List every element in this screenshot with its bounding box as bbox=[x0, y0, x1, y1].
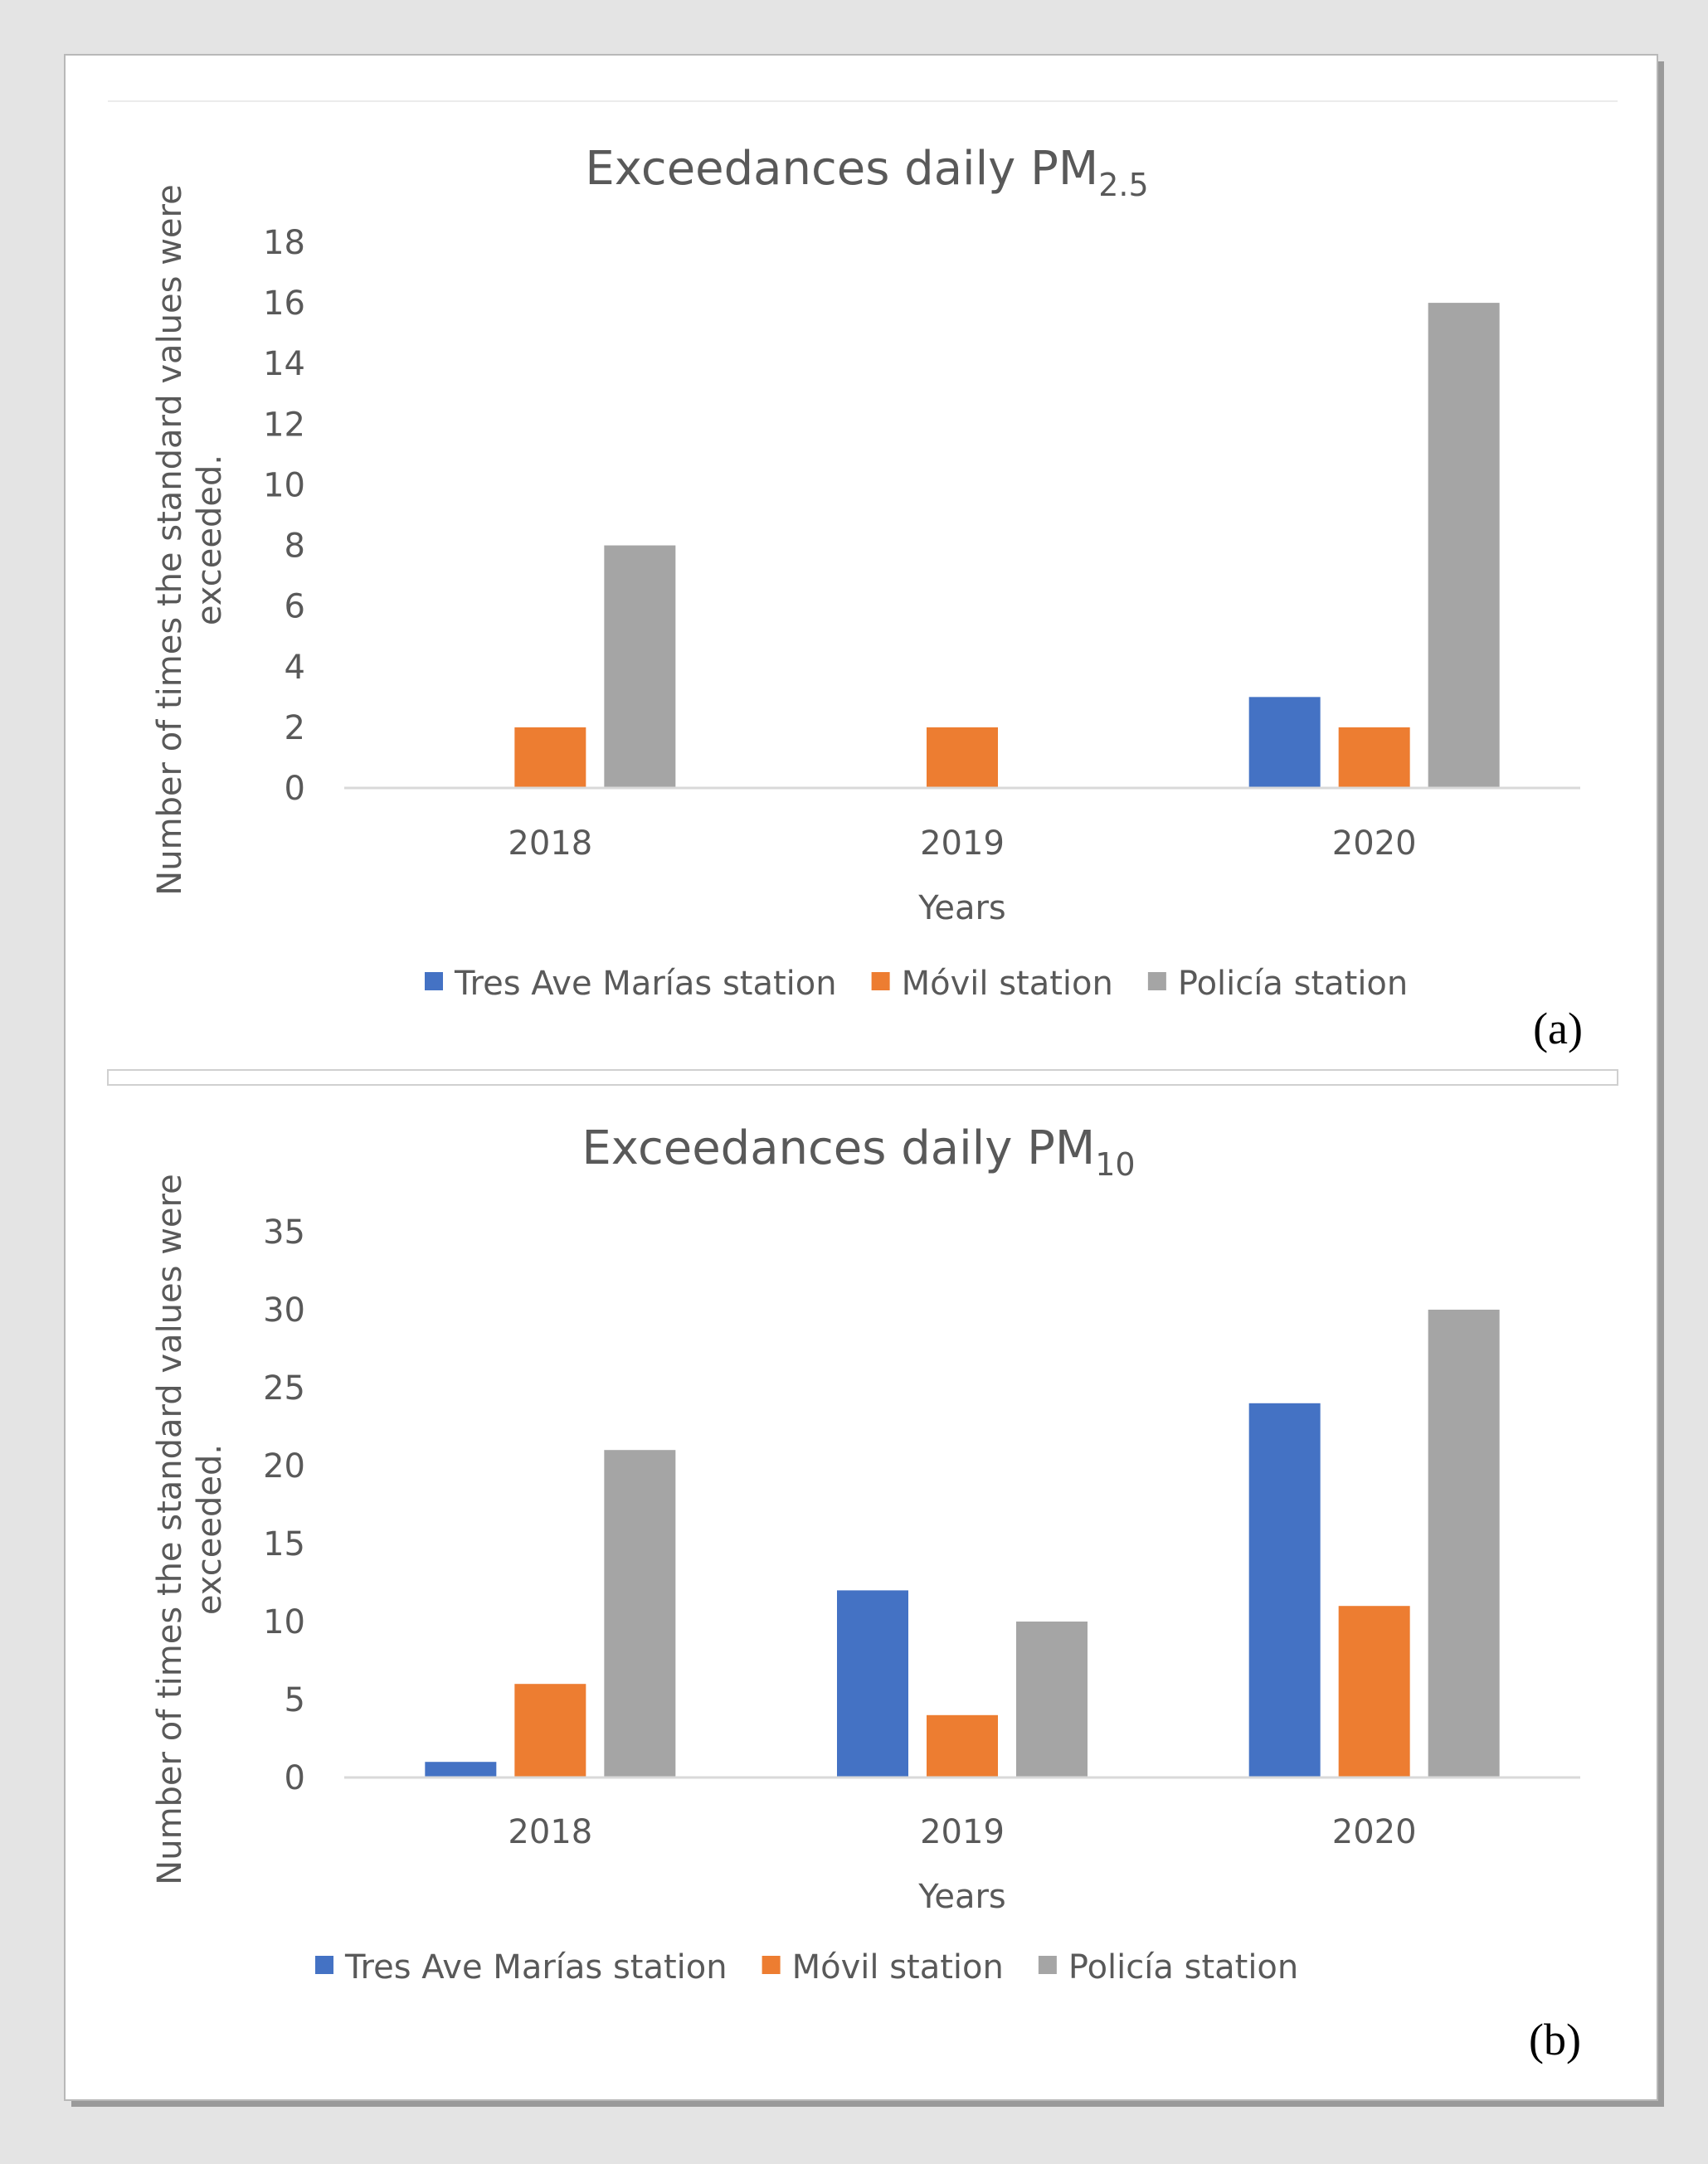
legend-label: Móvil station bbox=[902, 965, 1113, 1003]
y-axis-label-line: exceeded. bbox=[191, 455, 229, 625]
legend: Tres Ave Marías station Móvil station Poli… bbox=[425, 965, 1408, 1003]
panel-separator bbox=[107, 1069, 1618, 1086]
x-tick-label: 2018 bbox=[508, 1813, 592, 1851]
panel-label: (b) bbox=[1529, 2015, 1581, 2064]
chart-title-subscript: 10 bbox=[1095, 1146, 1135, 1183]
chart-pm10: Exceedances daily PM1005101520253035Numb… bbox=[151, 1121, 1581, 2064]
legend-label: Policía station bbox=[1068, 1948, 1298, 1987]
y-tick-label: 0 bbox=[285, 1759, 305, 1797]
bar-2020-series-2 bbox=[1338, 1606, 1410, 1777]
y-tick-label: 15 bbox=[263, 1525, 305, 1563]
y-axis-label-line: Number of times the standard values were bbox=[151, 1174, 189, 1884]
chart-title: Exceedances daily PM2.5 bbox=[585, 142, 1148, 203]
y-tick-label: 5 bbox=[285, 1681, 305, 1719]
bar-2018-series-3 bbox=[604, 545, 676, 788]
legend-label: Policía station bbox=[1178, 965, 1408, 1003]
bar-2019-series-2 bbox=[927, 727, 998, 788]
chart-title-subscript: 2.5 bbox=[1098, 167, 1148, 203]
bar-2020-series-1 bbox=[1248, 1403, 1321, 1777]
y-tick-label: 16 bbox=[263, 284, 305, 323]
bar-2020-series-2 bbox=[1338, 727, 1410, 788]
legend-swatch bbox=[425, 972, 443, 990]
legend-swatch bbox=[1038, 1956, 1057, 1974]
x-axis-label: Years bbox=[917, 1878, 1006, 1916]
legend: Tres Ave Marías station Móvil station Poli… bbox=[315, 1948, 1298, 1987]
y-tick-label: 14 bbox=[263, 345, 305, 383]
y-tick-label: 6 bbox=[285, 588, 305, 626]
y-tick-label: 0 bbox=[285, 770, 305, 808]
legend-label: Tres Ave Marías station bbox=[344, 1948, 727, 1987]
y-tick-label: 35 bbox=[263, 1213, 305, 1252]
chart-title-main: Exceedances daily PM bbox=[581, 1121, 1095, 1175]
bar-2018-series-2 bbox=[514, 727, 586, 788]
y-axis-label: Number of times the standard values were… bbox=[151, 184, 229, 895]
x-axis-label: Years bbox=[917, 889, 1006, 927]
y-axis-label-line: exceeded. bbox=[191, 1444, 229, 1615]
bar-2018-series-2 bbox=[514, 1684, 586, 1777]
bar-2019-series-1 bbox=[837, 1590, 908, 1777]
y-tick-label: 30 bbox=[263, 1291, 305, 1330]
legend-swatch bbox=[1147, 972, 1166, 990]
bar-2018-series-1 bbox=[425, 1762, 497, 1777]
x-tick-label: 2020 bbox=[1332, 1813, 1417, 1851]
y-tick-label: 8 bbox=[285, 528, 305, 566]
x-tick-label: 2019 bbox=[920, 824, 1005, 863]
bar-2019-series-2 bbox=[927, 1714, 998, 1777]
bar-2019-series-3 bbox=[1016, 1622, 1088, 1777]
legend-swatch bbox=[871, 972, 890, 990]
y-tick-label: 25 bbox=[263, 1369, 305, 1408]
bar-2020-series-3 bbox=[1428, 1310, 1500, 1777]
panel-label: (a) bbox=[1533, 1004, 1583, 1053]
y-tick-label: 2 bbox=[285, 709, 305, 747]
y-axis-label: Number of times the standard values were… bbox=[151, 1174, 229, 1884]
y-tick-label: 4 bbox=[285, 649, 305, 687]
y-tick-label: 12 bbox=[263, 406, 305, 444]
y-tick-label: 18 bbox=[263, 224, 305, 262]
x-tick-label: 2020 bbox=[1332, 824, 1417, 863]
chart-pm25: Exceedances daily PM2.5 0 2 4 6 8 10 12 14 16 18 Nu… bbox=[151, 142, 1583, 1053]
y-axis-label-line: Number of times the standard values were bbox=[151, 184, 189, 895]
x-tick-label: 2019 bbox=[920, 1813, 1005, 1851]
x-tick-label: 2018 bbox=[508, 824, 592, 863]
chart-title: Exceedances daily PM10 bbox=[581, 1121, 1135, 1183]
legend-label: Tres Ave Marías station bbox=[454, 965, 837, 1003]
y-tick-label: 20 bbox=[263, 1447, 305, 1486]
bar-2020-series-1 bbox=[1248, 697, 1321, 788]
legend-label: Móvil station bbox=[792, 1948, 1004, 1987]
y-tick-label: 10 bbox=[263, 1603, 305, 1641]
bar-2018-series-3 bbox=[604, 1450, 676, 1777]
y-tick-label: 10 bbox=[263, 466, 305, 504]
legend-swatch bbox=[762, 1956, 781, 1974]
chart-title-main: Exceedances daily PM bbox=[585, 142, 1098, 196]
bar-2020-series-3 bbox=[1428, 303, 1500, 789]
legend-swatch bbox=[315, 1956, 333, 1974]
